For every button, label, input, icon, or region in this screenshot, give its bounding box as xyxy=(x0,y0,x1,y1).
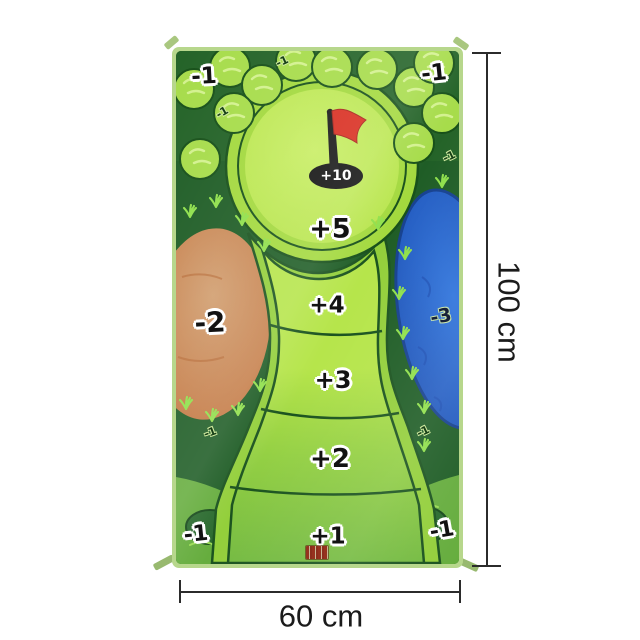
zone-4-label: +4 xyxy=(309,292,345,319)
zone-1-label: +1 xyxy=(310,523,346,550)
width-dimension-line xyxy=(180,591,460,593)
height-dimension-cap-top xyxy=(472,52,501,54)
width-dimension-cap-left xyxy=(179,580,181,603)
zone-5-label: +5 xyxy=(309,213,351,245)
corner-penalty-label: -1 xyxy=(182,520,210,549)
bunker-label: -2 xyxy=(193,305,227,340)
golf-mat-graphic xyxy=(172,47,463,568)
width-dimension-label: 60 cm xyxy=(278,598,364,634)
height-dimension-line xyxy=(486,53,488,566)
corner-penalty-label: -1 xyxy=(427,516,457,545)
brand-stamp xyxy=(306,546,328,559)
fabric-sheen xyxy=(176,51,459,564)
corner-penalty-label: -1 xyxy=(419,59,449,88)
height-dimension-cap-bottom xyxy=(472,565,501,567)
golf-mat: +10 +5 +4 +3 +2 +1 -2 -3 -1 -1 -1 -1 -1 … xyxy=(172,47,463,568)
water-label: -3 xyxy=(428,303,454,330)
corner-penalty-label: -1 xyxy=(190,62,218,91)
height-dimension-label: 100 cm xyxy=(491,261,527,363)
hole-score-label: +10 xyxy=(320,168,352,184)
zone-3-label: +3 xyxy=(314,366,352,394)
zone-2-label: +2 xyxy=(310,444,350,474)
width-dimension-cap-right xyxy=(459,580,461,603)
